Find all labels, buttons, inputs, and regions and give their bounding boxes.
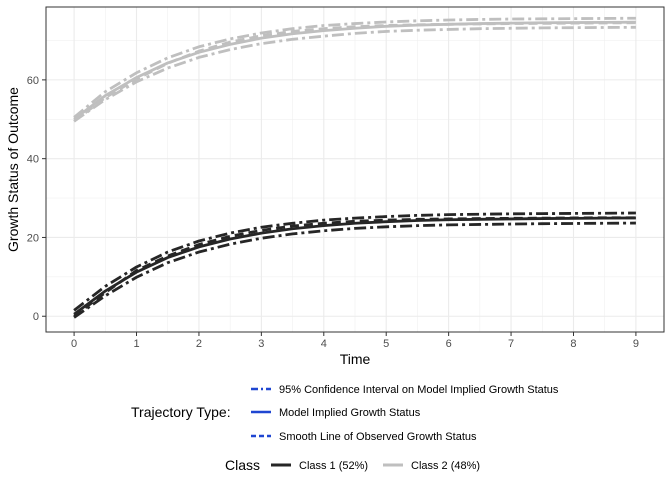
legend-label-smooth: Smooth Line of Observed Growth Status	[279, 431, 477, 443]
legend-class: Class Class 1 (52%) Class 2 (48%)	[225, 457, 480, 473]
series-line	[73, 25, 636, 123]
x-tick-label: 2	[196, 338, 202, 350]
x-tick-label: 8	[570, 338, 576, 350]
x-tick-label: 5	[383, 338, 389, 350]
x-tick-label: 7	[508, 338, 514, 350]
y-axis-title: Growth Status of Outcome	[5, 87, 21, 252]
x-tick-label: 0	[71, 338, 77, 350]
x-axis: 0 1 2 3 4 5 6 7 8 9	[71, 332, 639, 350]
grid-minor	[46, 7, 664, 332]
y-tick-label: 40	[27, 154, 39, 166]
series-line	[73, 21, 636, 123]
legend-trajectory-title: Trajectory Type:	[131, 404, 231, 420]
x-tick-label: 9	[633, 338, 639, 350]
y-axis: 0 20 40 60	[27, 75, 46, 323]
series-line	[73, 221, 636, 319]
series-line	[73, 216, 636, 318]
y-tick-label: 60	[27, 75, 39, 87]
series-line	[73, 211, 636, 312]
y-tick-label: 0	[33, 311, 39, 323]
y-tick-label: 20	[27, 232, 39, 244]
legend-class-title: Class	[225, 457, 260, 473]
series-layer	[73, 16, 636, 319]
legend-label-class-2: Class 2 (48%)	[411, 460, 480, 472]
grid-major	[46, 7, 664, 332]
x-tick-label: 1	[133, 338, 139, 350]
plot-panel-border	[45, 6, 665, 333]
series-line	[73, 16, 636, 119]
legend-trajectory: Trajectory Type: 95% Confidence Interval…	[131, 384, 559, 443]
legend-label-ci: 95% Confidence Interval on Model Implied…	[279, 384, 559, 396]
legend-label-model: Model Implied Growth Status	[279, 407, 421, 419]
series-line	[73, 20, 636, 121]
x-tick-label: 4	[321, 338, 327, 350]
legend-label-class-1: Class 1 (52%)	[299, 460, 368, 472]
x-axis-title: Time	[340, 351, 371, 367]
x-tick-label: 3	[258, 338, 264, 350]
x-tick-label: 6	[446, 338, 452, 350]
